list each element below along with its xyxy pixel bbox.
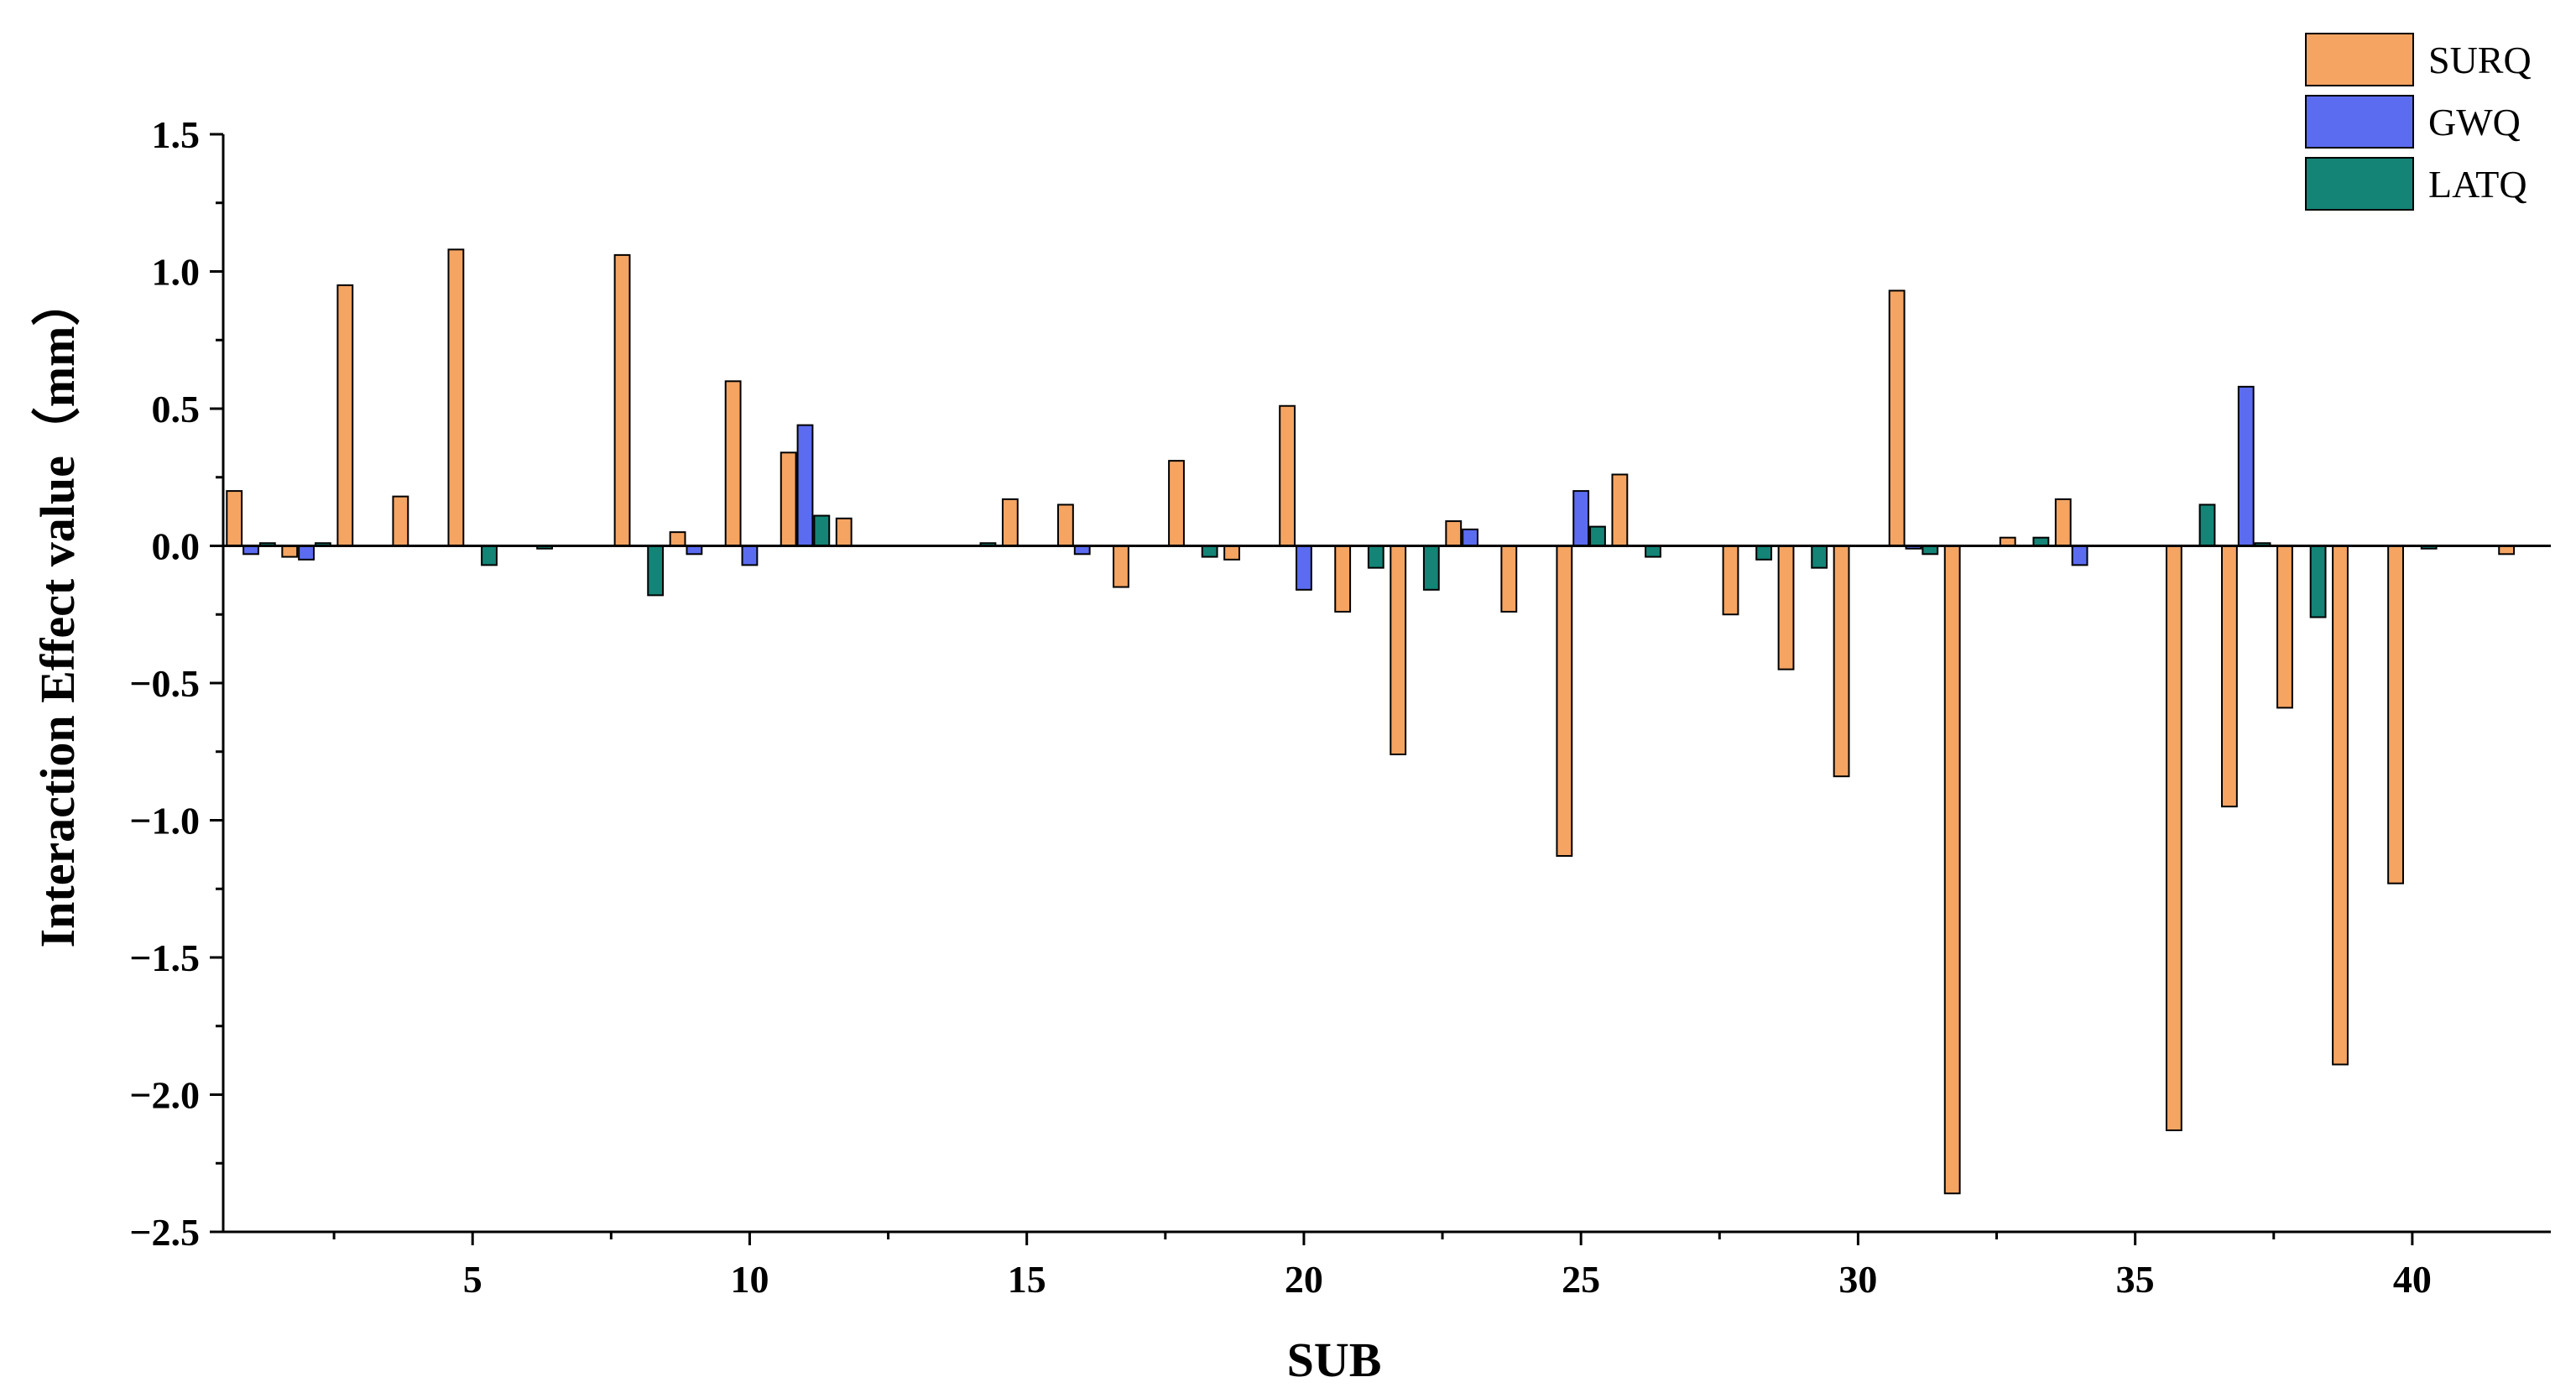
bar-latq-sub-8 <box>647 545 665 597</box>
bar-surq-sub-9 <box>669 531 686 547</box>
bar-surq-sub-38 <box>2276 545 2293 709</box>
bar-surq-sub-36 <box>2165 545 2182 1132</box>
bar-latq-sub-5 <box>481 545 498 566</box>
x-tick-label: 30 <box>1838 1258 1877 1301</box>
bar-surq-sub-20 <box>1279 404 1296 547</box>
x-tick-label: 20 <box>1285 1258 1323 1301</box>
y-tick-label: −1.5 <box>129 936 200 979</box>
bar-gwq-sub-23 <box>1462 528 1478 547</box>
bar-surq-sub-3 <box>336 284 354 547</box>
legend-swatch-latq <box>2305 157 2414 211</box>
bars-layer <box>226 248 2516 1195</box>
bar-surq-sub-16 <box>1057 503 1074 547</box>
bar-gwq-sub-11 <box>796 424 814 547</box>
bar-surq-sub-22 <box>1390 545 1407 756</box>
bar-surq-sub-5 <box>447 248 465 547</box>
bar-surq-sub-21 <box>1334 545 1352 613</box>
y-tick-label: −2.5 <box>129 1211 200 1254</box>
x-tick-label: 5 <box>463 1258 482 1301</box>
y-tick-label: −0.5 <box>129 662 200 705</box>
bar-gwq-sub-2 <box>298 545 315 561</box>
bar-surq-sub-11 <box>780 451 797 547</box>
bar-surq-sub-1 <box>226 490 243 547</box>
bar-surq-sub-30 <box>1833 545 1850 778</box>
bar-surq-sub-15 <box>1001 498 1019 547</box>
bar-surq-sub-19 <box>1223 545 1240 561</box>
bar-latq-sub-11 <box>813 514 831 547</box>
bar-latq-sub-22 <box>1422 545 1440 591</box>
legend-swatch-gwq <box>2305 95 2414 149</box>
bar-latq-sub-25 <box>1589 525 1606 547</box>
x-tick-label: 15 <box>1008 1258 1046 1301</box>
bar-latq-sub-38 <box>2309 545 2327 618</box>
legend-label-surq: SURQ <box>2428 39 2532 81</box>
y-tick-label: −2.0 <box>129 1074 200 1117</box>
bar-latq-sub-21 <box>1367 545 1384 569</box>
x-axis-title: SUB <box>1287 1333 1382 1387</box>
bar-latq-sub-36 <box>2198 503 2216 547</box>
bar-latq-sub-28 <box>1755 545 1773 561</box>
legend: SURQ GWQ LATQ <box>2305 33 2532 211</box>
bar-surq-sub-28 <box>1722 545 1739 616</box>
y-tick-label: 1.5 <box>152 113 201 156</box>
bar-surq-sub-24 <box>1500 545 1518 613</box>
bar-surq-sub-17 <box>1113 545 1129 588</box>
bar-surq-sub-37 <box>2221 545 2238 808</box>
bar-surq-sub-10 <box>724 380 742 547</box>
y-tick-label: 1.0 <box>152 251 201 294</box>
legend-label-latq: LATQ <box>2428 163 2527 206</box>
bar-gwq-sub-37 <box>2237 385 2255 547</box>
y-tick-label: 0.5 <box>152 388 201 430</box>
bar-surq-sub-8 <box>613 253 631 547</box>
legend-swatch-surq <box>2305 33 2414 86</box>
bar-gwq-sub-10 <box>741 545 759 566</box>
bar-latq-sub-29 <box>1811 545 1828 569</box>
bar-gwq-sub-20 <box>1296 545 1312 591</box>
bar-latq-sub-18 <box>1201 545 1218 558</box>
bar-surq-sub-32 <box>1943 545 1961 1195</box>
bar-surq-sub-40 <box>2387 545 2404 884</box>
bar-surq-sub-39 <box>2332 545 2349 1066</box>
y-tick-label: 0.0 <box>152 525 201 568</box>
bar-surq-sub-23 <box>1445 520 1463 547</box>
bar-surq-sub-29 <box>1777 545 1795 670</box>
bar-surq-sub-2 <box>281 545 299 558</box>
bar-surq-sub-4 <box>392 495 409 547</box>
y-axis-title: Interaction Effect value（mm） <box>30 278 85 948</box>
bar-surq-sub-18 <box>1168 460 1185 547</box>
bar-gwq-sub-25 <box>1572 490 1590 547</box>
bar-latq-sub-26 <box>1645 545 1661 558</box>
legend-label-gwq: GWQ <box>2428 101 2521 143</box>
y-tick-label: −1.0 <box>129 800 200 842</box>
bar-surq-sub-31 <box>1888 290 1906 547</box>
x-tick-label: 25 <box>1562 1258 1600 1301</box>
bar-surq-sub-25 <box>1556 545 1573 858</box>
bar-surq-sub-12 <box>835 517 853 547</box>
x-tick-label: 35 <box>2116 1258 2155 1301</box>
x-tick-label: 40 <box>2393 1258 2432 1301</box>
bar-gwq-sub-34 <box>2071 545 2088 566</box>
bar-surq-sub-34 <box>2054 498 2072 547</box>
axes-layer: 1.5 1.0 0.5 0.0 −0.5 −1.0 −1.5 −2.0 −2.5 5 10 15 20 2… <box>129 113 2551 1301</box>
x-tick-label: 10 <box>730 1258 769 1301</box>
bar-surq-sub-26 <box>1611 473 1629 547</box>
